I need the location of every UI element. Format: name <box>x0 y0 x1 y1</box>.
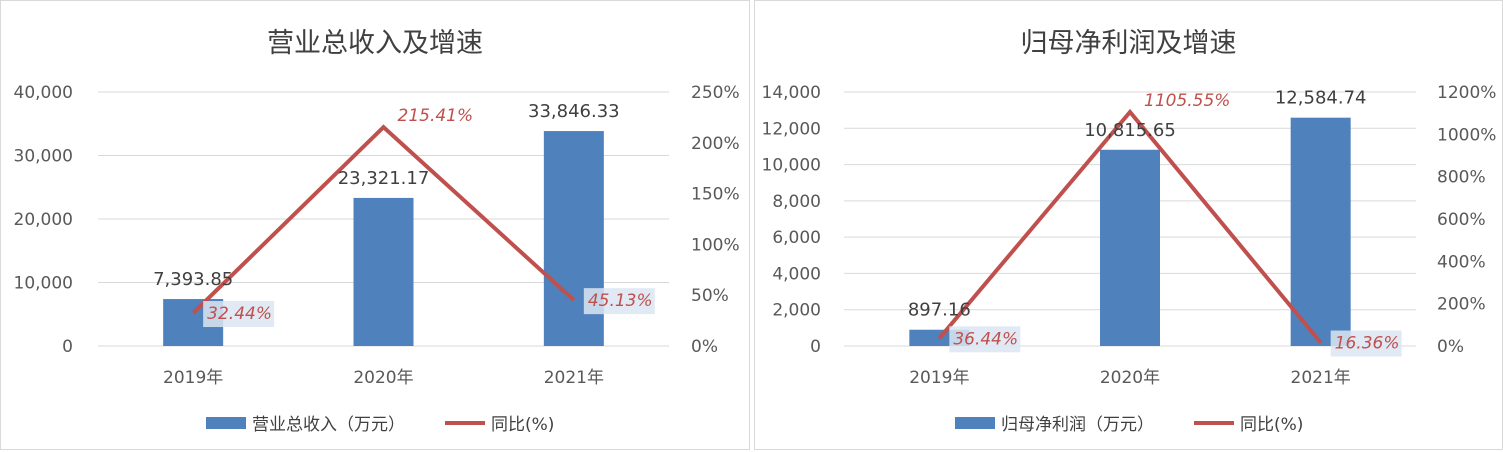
y2-tick-label: 50% <box>691 286 729 306</box>
x-tick-label: 2020年 <box>1100 368 1160 388</box>
legend-swatch-bar <box>206 416 246 429</box>
line-value-label-group: 36.44% <box>949 326 1021 353</box>
legend-label: 同比(%) <box>491 415 555 435</box>
chart-title: 归母净利润及增速 <box>1020 28 1237 59</box>
chart-legend: 营业总收入（万元） 同比(%) <box>206 410 594 435</box>
y2-tick-label: 0% <box>1437 337 1464 357</box>
line-value-label: 45.13% <box>588 291 653 311</box>
y-tick-label: 6,000 <box>772 228 821 248</box>
line-value-label-group: 1105.55% <box>1144 91 1230 111</box>
line-value-label: 16.36% <box>1335 334 1400 354</box>
y2-tick-label: 250% <box>691 83 740 103</box>
line-label-bg <box>949 326 1021 353</box>
y2-tick-label: 100% <box>691 235 740 255</box>
x-tick-label: 2021年 <box>1291 368 1351 388</box>
y2-tick-label: 800% <box>1437 168 1486 188</box>
x-tick-label: 2020年 <box>353 368 413 388</box>
y2-tick-label: 1000% <box>1437 125 1496 145</box>
legend-item-line: 同比(%) <box>1194 410 1303 435</box>
y-tick-label: 14,000 <box>762 83 821 103</box>
y-tick-label: 20,000 <box>14 210 73 230</box>
bar-value-label: 10,815.65 <box>1084 120 1176 141</box>
line-value-label: 215.41% <box>398 106 474 126</box>
y-tick-label: 4,000 <box>772 264 821 284</box>
line-value-label-group: 215.41% <box>398 106 474 126</box>
line-label-bg <box>1330 330 1402 357</box>
y-tick-label: 2,000 <box>772 301 821 321</box>
net-profit-chart-plot: 0 2,000 4,000 6,000 8,000 10,000 12,000 14,000 0… <box>762 83 1497 388</box>
bar-value-label: 33,846.33 <box>528 101 620 122</box>
y-tick-label: 10,000 <box>762 156 821 176</box>
legend-label: 同比(%) <box>1240 415 1304 435</box>
x-tick-label: 2021年 <box>544 368 604 388</box>
legend-label: 营业总收入（万元） <box>252 415 405 435</box>
line-label-bg <box>583 288 655 315</box>
chart-legend: 归母净利润（万元） 同比(%) <box>955 410 1343 435</box>
legend-swatch-bar <box>955 416 995 429</box>
bar-value-label: 23,321.17 <box>338 168 430 189</box>
bar-value-label: 12,584.74 <box>1275 88 1367 109</box>
line-value-label-group: 16.36% <box>1330 330 1402 357</box>
legend-swatch-line <box>445 420 485 425</box>
legend-swatch-line <box>1194 420 1234 425</box>
y2-tick-label: 400% <box>1437 252 1486 272</box>
bar <box>1100 149 1160 346</box>
y2-tick-label: 200% <box>691 134 740 154</box>
bar-value-label: 897.16 <box>908 300 971 321</box>
chart-title: 营业总收入及增速 <box>267 28 483 59</box>
x-tick-label: 2019年 <box>909 368 969 388</box>
y-tick-label: 12,000 <box>762 119 821 139</box>
y-tick-label: 40,000 <box>14 83 73 103</box>
revenue-chart-plot: 0 10,000 20,000 30,000 40,000 0% 50% 100% 150% 20… <box>14 83 740 388</box>
chart-panel-revenue: 营业总收入及增速 0 10,000 20,000 30,000 40,000 0% 50% 1… <box>0 0 750 450</box>
line-value-label-group: 32.44% <box>203 301 275 328</box>
y2-tick-label: 150% <box>691 185 740 205</box>
line-value-label: 32.44% <box>207 304 272 324</box>
y-tick-label: 0 <box>810 337 821 357</box>
line-value-label: 1105.55% <box>1144 91 1230 111</box>
chart-panel-net-profit: 归母净利润及增速 0 2,000 4,000 6,000 8,000 10,000 12,0… <box>754 0 1503 450</box>
bar <box>1290 117 1351 347</box>
legend-item-bar: 营业总收入（万元） <box>206 410 405 435</box>
legend-label: 归母净利润（万元） <box>1001 415 1154 435</box>
legend-item-bar: 归母净利润（万元） <box>955 410 1154 435</box>
y-tick-label: 8,000 <box>772 192 821 212</box>
y2-tick-label: 1200% <box>1437 83 1496 103</box>
line-label-bg <box>203 301 275 328</box>
x-tick-label: 2019年 <box>163 368 223 388</box>
bar <box>353 197 414 346</box>
y-tick-label: 0 <box>62 337 73 357</box>
line-value-label-group: 45.13% <box>583 288 655 315</box>
y-tick-label: 10,000 <box>14 274 73 294</box>
y2-tick-label: 200% <box>1437 295 1486 315</box>
line-value-label: 36.44% <box>953 329 1018 349</box>
y-tick-label: 30,000 <box>14 147 73 167</box>
y2-tick-label: 600% <box>1437 210 1486 230</box>
bar-value-label: 7,393.85 <box>153 269 233 290</box>
y2-tick-label: 0% <box>691 337 718 357</box>
legend-item-line: 同比(%) <box>445 410 554 435</box>
